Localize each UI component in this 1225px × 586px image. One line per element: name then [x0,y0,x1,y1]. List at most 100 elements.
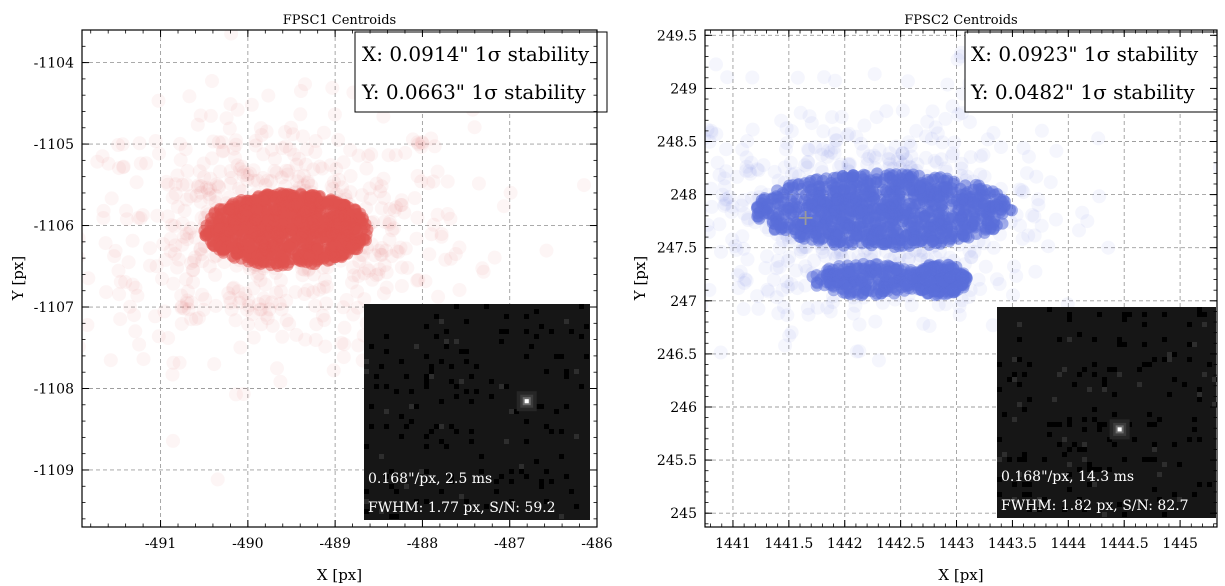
centroid-point [736,193,751,207]
y-tick-label: 245.5 [657,453,697,469]
centroid-point [394,193,409,208]
centroid-point [312,282,327,297]
centroid-point [1072,223,1086,238]
centroid-point [190,117,205,132]
noise-pixel [499,339,504,344]
centroid-point [879,104,894,119]
noise-pixel [504,314,509,319]
centroid-point [316,125,331,140]
noise-pixel [419,469,424,474]
centroid-point [920,114,935,129]
noise-pixel [1162,462,1167,467]
centroid-point [291,198,304,211]
centroid-point [739,159,754,174]
noise-pixel [1107,467,1112,472]
centroid-point [189,188,204,203]
noise-pixel [1142,502,1147,507]
x-axis-label-fpsc2: X [px] [938,566,983,584]
centroid-point [935,235,948,248]
noise-pixel [1112,367,1117,372]
centroid-point [802,109,817,124]
centroid-point [254,302,269,317]
centroid-point [503,185,518,200]
centroid-point [241,293,256,308]
centroid-point [730,169,745,184]
centroid-point [861,179,874,192]
centroid-point [167,247,182,261]
noise-pixel [1077,497,1082,502]
centroid-point [927,153,942,168]
noise-pixel [1007,457,1012,462]
noise-pixel [374,374,379,379]
centroid-point [181,302,196,317]
noise-pixel [444,339,449,344]
centroid-point [350,284,365,299]
centroid-point [918,210,931,223]
plot-frame-fpsc2 [704,29,1218,528]
centroid-point [369,176,384,191]
centroid-point [743,166,758,181]
y-axis-label-fpsc2: Y [px] [631,256,649,301]
centroid-point [644,164,658,178]
stats-box-fpsc1: X: 0.0914" 1σ stability Y: 0.0663" 1σ st… [354,31,608,113]
centroid-point [769,290,784,305]
centroid-point [852,220,865,233]
centroid-point [111,138,126,152]
centroid-point [772,240,787,255]
noise-pixel [454,339,459,344]
noise-pixel [1152,422,1157,427]
centroid-point [336,155,351,170]
noise-pixel [399,434,404,439]
noise-pixel [1142,312,1147,317]
centroid-point [424,131,439,146]
centroid-point [1021,149,1036,164]
centroid-point [740,252,755,267]
noise-pixel [1092,362,1097,367]
noise-pixel [494,479,499,484]
y-tick-label: -1106 [34,219,74,235]
mean-marker-fpsc2: + [796,206,814,231]
centroid-point [734,198,749,213]
noise-pixel [1017,337,1022,342]
noise-pixel [1067,417,1072,422]
centroid-point [426,174,441,189]
centroid-point [168,238,183,253]
centroid-point [132,337,147,352]
centroid-point [890,152,905,167]
centroid-point [864,247,878,262]
x-tick-label: -490 [232,536,263,552]
noise-pixel [464,389,469,394]
centroid-point [197,170,212,185]
centroid-point [705,123,719,138]
centroid-point [300,176,315,190]
noise-pixel [409,389,414,394]
centroid-point [956,228,969,241]
centroid-point [225,281,240,296]
centroid-point [985,318,1000,333]
centroid-point [751,200,764,213]
centroid-point [448,247,463,261]
noise-pixel [1127,312,1132,317]
centroid-point [254,128,269,142]
centroid-point [82,340,86,353]
centroid-point [387,221,401,236]
centroid-point [379,265,394,280]
centroid-point [849,344,864,359]
centroid-point [978,259,993,274]
centroid-point [244,97,259,112]
noise-pixel [1197,437,1202,442]
noise-pixel [1017,402,1022,407]
centroid-point [378,243,393,258]
noise-pixel [394,514,399,519]
centroid-point [156,237,171,252]
centroid-point [96,211,111,225]
centroid-point [1043,175,1058,190]
centroid-point [193,194,208,209]
centroid-point [802,143,816,158]
centroid-point [838,183,851,195]
centroid-point [361,223,374,236]
stats-x-fpsc2: X: 0.0923" 1σ stability [971,42,1199,66]
centroid-point [364,147,379,162]
centroid-point [818,249,833,263]
centroid-point [320,231,333,244]
